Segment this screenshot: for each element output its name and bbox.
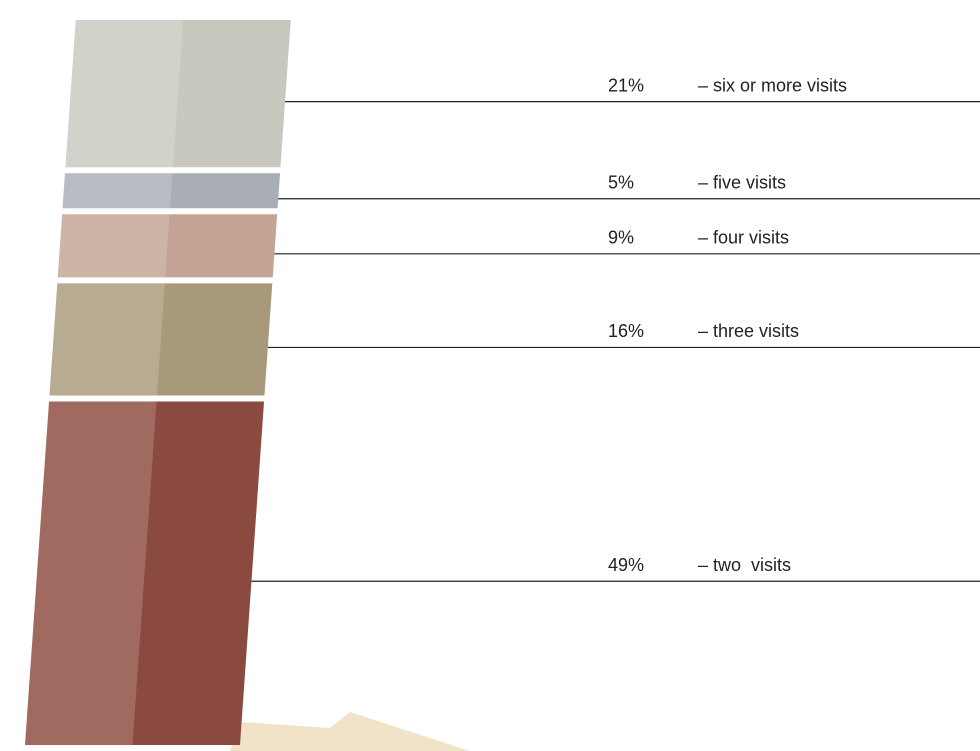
- value-label: 16%: [608, 321, 644, 341]
- segment-label: – four visits: [698, 228, 789, 248]
- segment-face: [57, 214, 170, 278]
- segment: [62, 173, 281, 209]
- segment: [65, 20, 291, 168]
- value-label: 5%: [608, 172, 634, 192]
- segment-label: – two visits: [698, 555, 791, 575]
- segment-face: [49, 283, 165, 396]
- base-shape: [230, 712, 470, 751]
- segment-face: [62, 173, 173, 209]
- segment: [49, 283, 273, 396]
- value-label: 49%: [608, 555, 644, 575]
- segment-face: [65, 20, 184, 168]
- segment-face: [25, 401, 157, 745]
- value-label: 21%: [608, 75, 644, 95]
- segment-label: – three visits: [698, 321, 799, 341]
- segment: [25, 401, 265, 745]
- segment: [57, 214, 278, 278]
- value-label: 9%: [608, 228, 634, 248]
- segment-label: – five visits: [698, 172, 786, 192]
- segment-label: – six or more visits: [698, 75, 847, 95]
